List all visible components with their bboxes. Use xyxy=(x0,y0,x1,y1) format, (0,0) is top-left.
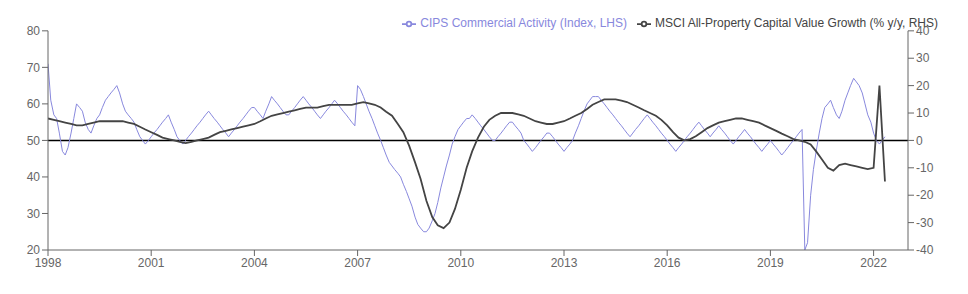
svg-text:-30: -30 xyxy=(916,216,934,230)
svg-text:2019: 2019 xyxy=(757,256,784,270)
svg-text:-10: -10 xyxy=(916,161,934,175)
svg-text:50: 50 xyxy=(27,134,41,148)
svg-text:80: 80 xyxy=(27,24,41,38)
svg-text:0: 0 xyxy=(916,134,923,148)
svg-text:20: 20 xyxy=(27,243,41,257)
svg-text:40: 40 xyxy=(27,170,41,184)
svg-text:2004: 2004 xyxy=(241,256,268,270)
svg-text:2001: 2001 xyxy=(138,256,165,270)
svg-text:2007: 2007 xyxy=(344,256,371,270)
svg-text:10: 10 xyxy=(916,106,930,120)
svg-text:2013: 2013 xyxy=(551,256,578,270)
svg-text:60: 60 xyxy=(27,97,41,111)
svg-text:-40: -40 xyxy=(916,243,934,257)
svg-text:30: 30 xyxy=(27,207,41,221)
svg-text:2010: 2010 xyxy=(447,256,474,270)
svg-text:30: 30 xyxy=(916,51,930,65)
svg-text:40: 40 xyxy=(916,24,930,38)
svg-text:2016: 2016 xyxy=(654,256,681,270)
svg-text:-20: -20 xyxy=(916,188,934,202)
svg-text:70: 70 xyxy=(27,61,41,75)
svg-text:20: 20 xyxy=(916,79,930,93)
svg-text:2022: 2022 xyxy=(860,256,887,270)
svg-text:1998: 1998 xyxy=(35,256,62,270)
